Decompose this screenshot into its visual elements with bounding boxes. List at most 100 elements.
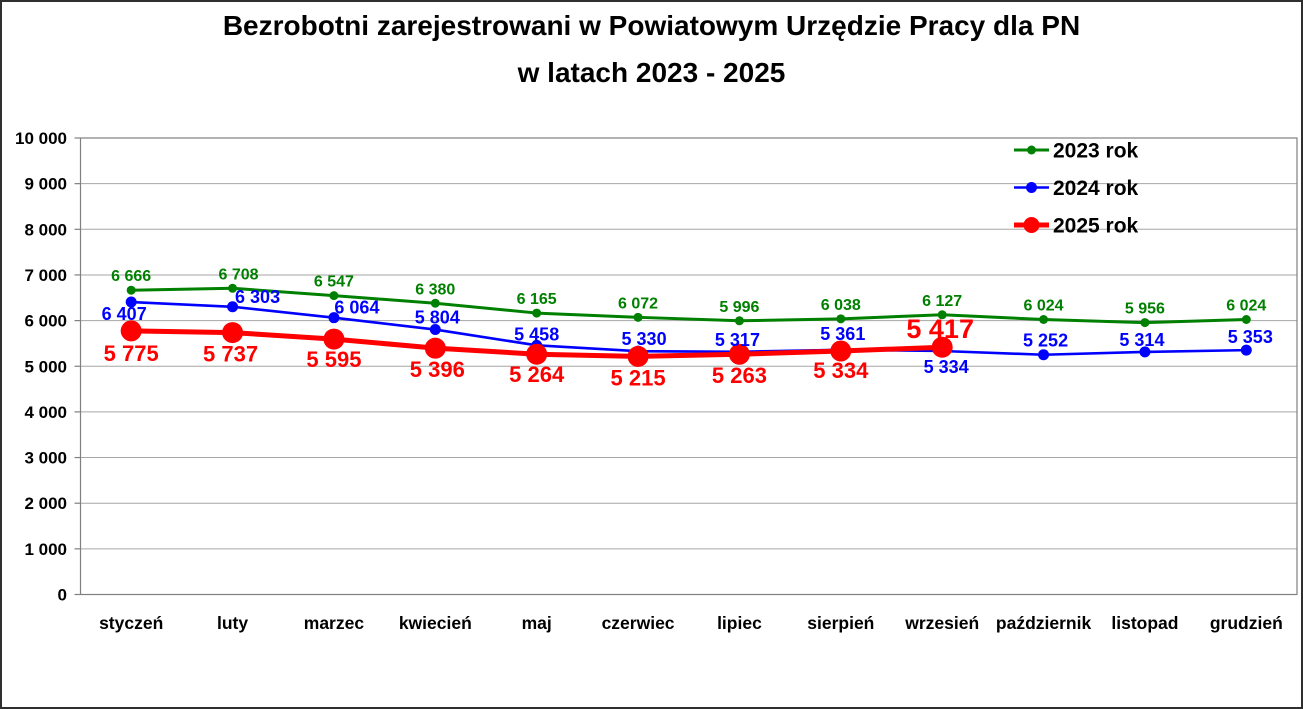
data-point-2023-rok [329,291,339,301]
chart-title: Bezrobotni zarejestrowani w Powiatowym U… [2,2,1301,96]
data-label: 5 956 [1125,301,1165,318]
data-label: 5 361 [820,324,865,344]
data-label: 6 165 [517,291,557,308]
data-label: 5 996 [719,299,759,316]
data-label: 5 737 [203,342,258,367]
data-label: 5 595 [306,347,361,372]
legend-label: 2025 rok [1053,215,1139,238]
data-point-2025-rok [222,322,244,344]
data-label: 6 380 [415,281,455,298]
data-point-2023-rok [430,298,440,308]
line-dot-marker-icon [1027,145,1036,155]
legend-label: 2023 rok [1053,140,1139,163]
data-label: 6 303 [235,287,280,307]
line-dot-marker-icon [1026,182,1037,193]
x-axis-label: sierpień [807,613,874,633]
data-point-2023-rok [1039,315,1049,325]
data-label: 5 775 [104,341,159,366]
legend-item-2024-rok: 2024 rok [1014,177,1139,200]
y-axis-tick-label: 5 000 [24,357,67,376]
data-point-2025-rok [424,337,446,359]
x-axis-label: czerwiec [602,613,675,633]
data-point-2024-rok [1139,346,1151,358]
plot-border [79,137,1298,596]
data-point-2023-rok [1140,318,1150,328]
y-axis-tick-label: 9 000 [24,175,67,194]
data-point-2025-rok [120,320,142,342]
data-label: 5 252 [1023,331,1068,351]
data-label: 5 314 [1119,330,1164,350]
y-axis-tick-label: 8 000 [24,220,67,239]
legend-item-2025-rok: 2025 rok [1014,215,1139,238]
data-label: 6 407 [102,304,147,324]
data-point-2023-rok [1241,315,1251,325]
data-label: 6 708 [219,266,259,283]
data-label: 5 396 [410,357,465,382]
x-axis-label: lipiec [717,613,762,633]
data-label: 6 127 [922,293,962,310]
line-dot-marker-icon [1023,217,1040,233]
x-axis-label: kwiecień [399,613,472,633]
data-point-2025-rok [728,343,750,365]
chart-title-line2: w latach 2023 - 2025 [517,57,786,88]
data-label: 5 330 [622,329,667,349]
data-point-2023-rok [126,285,136,295]
x-axis-label: styczeń [99,613,163,633]
data-label: 6 038 [821,297,861,314]
data-label: 6 072 [618,295,658,312]
data-point-2023-rok [633,312,643,322]
data-point-2025-rok [931,336,953,358]
data-label: 6 064 [334,298,379,318]
data-label: 5 334 [924,357,969,377]
data-point-2023-rok [532,308,542,318]
x-axis-label: marzec [304,613,365,633]
data-label: 5 215 [611,365,666,390]
data-point-2025-rok [323,328,345,350]
y-axis-tick-label: 3 000 [24,449,67,468]
data-point-2023-rok [734,316,744,326]
data-point-2025-rok [627,345,649,367]
x-axis-label: grudzień [1210,613,1283,633]
x-axis-label: październik [996,613,1092,633]
y-axis-tick-label: 6 000 [24,312,67,331]
data-point-2024-rok [125,296,137,308]
y-axis-tick-label: 4 000 [24,403,67,422]
legend-label: 2024 rok [1053,177,1139,200]
data-point-2023-rok [228,283,238,293]
data-label: 6 024 [1226,298,1266,315]
data-point-2023-rok [836,314,846,324]
y-axis-tick-label: 7 000 [24,266,67,285]
y-axis-tick-label: 1 000 [24,540,67,559]
data-label: 5 264 [509,362,565,387]
data-label: 5 804 [415,308,460,328]
data-label: 6 547 [314,274,354,291]
y-axis-tick-label: 2 000 [24,494,67,513]
x-axis-label: maj [522,613,552,633]
series-line-2023-rok [131,286,1247,325]
legend-item-2023-rok: 2023 rok [1014,140,1139,163]
data-label: 5 334 [813,358,869,383]
data-label: 6 024 [1024,298,1064,315]
data-label: 6 666 [111,268,151,285]
data-point-2024-rok [1240,344,1252,356]
data-point-2024-rok [429,324,441,336]
y-axis-tick-label: 0 [58,586,67,605]
data-point-2025-rok [526,343,548,365]
chart-title-line1: Bezrobotni zarejestrowani w Powiatowym U… [222,10,1081,41]
data-point-2024-rok [328,312,340,324]
x-axis-label: listopad [1111,613,1178,633]
data-point-2024-rok [227,301,239,313]
data-point-2024-rok [1038,349,1050,361]
data-point-2023-rok [937,310,947,320]
data-label: 5 353 [1228,327,1273,347]
data-label: 5 317 [715,330,760,350]
data-point-2025-rok [830,340,852,362]
x-axis-label: luty [217,613,248,633]
x-axis-label: wrzesień [904,613,979,633]
y-axis-tick-label: 10 000 [15,129,67,148]
data-label: 5 417 [906,314,974,344]
data-label: 5 458 [514,324,559,344]
data-label: 5 263 [712,363,767,388]
